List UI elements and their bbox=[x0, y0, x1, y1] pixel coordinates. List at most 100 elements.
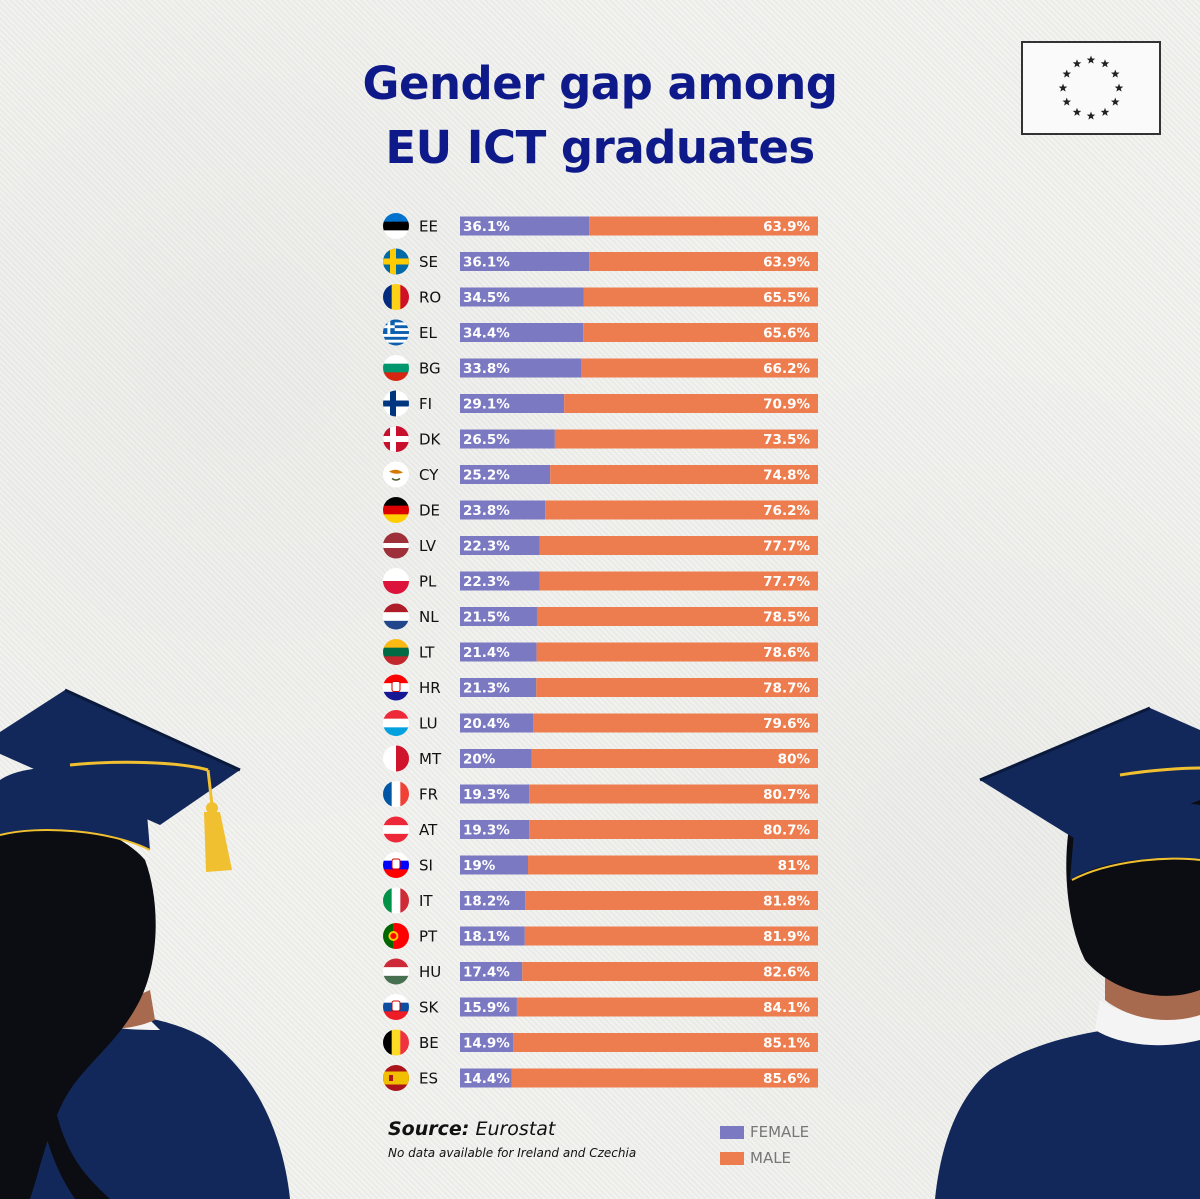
flag-lu-icon bbox=[383, 710, 409, 736]
bar-male-sk bbox=[516, 997, 818, 1017]
flag-dk-icon bbox=[383, 426, 409, 452]
bar-male-hu bbox=[522, 962, 818, 981]
bar-row-es: ES 14.4% 85.6% bbox=[383, 1065, 818, 1091]
label-female-cy: 25.2% bbox=[463, 468, 510, 484]
bar-female-lv bbox=[460, 536, 540, 555]
bar-male-lt bbox=[536, 642, 818, 662]
flag-hu-icon bbox=[383, 958, 409, 985]
label-male-mt: 80% bbox=[778, 752, 811, 768]
label-male-de: 76.2% bbox=[763, 503, 810, 519]
bar-male-el bbox=[583, 323, 818, 342]
bar-row-it: IT 18.2% 81.8% bbox=[383, 887, 818, 914]
eu-star-icon bbox=[1100, 107, 1110, 116]
label-male-fi: 70.9% bbox=[763, 397, 810, 413]
flag-pl-icon bbox=[383, 568, 409, 594]
country-code-at: AT bbox=[419, 821, 438, 839]
label-female-mt: 20% bbox=[463, 752, 496, 768]
flag-lv-icon bbox=[383, 532, 409, 559]
label-female-it: 18.2% bbox=[463, 894, 510, 910]
label-male-fr: 80.7% bbox=[763, 787, 810, 803]
country-code-lu: LU bbox=[419, 715, 438, 733]
bar-row-se: SE 36.1% 63.9% bbox=[383, 248, 818, 275]
label-male-sk: 84.1% bbox=[763, 1000, 810, 1016]
bar-male-pl bbox=[539, 571, 818, 591]
flag-ee-icon bbox=[383, 213, 409, 239]
label-female-lt: 21.4% bbox=[463, 645, 510, 661]
eu-stars-icon bbox=[1058, 55, 1124, 120]
bar-male-bg bbox=[581, 358, 818, 378]
eu-star-icon bbox=[1086, 55, 1096, 64]
bar-row-ee: EE 36.1% 63.9% bbox=[383, 213, 818, 239]
bar-male-dk bbox=[554, 429, 818, 449]
bar-female-at bbox=[460, 820, 530, 839]
legend-label-male: MALE bbox=[750, 1149, 792, 1167]
country-code-ro: RO bbox=[419, 289, 441, 307]
label-female-hr: 21.3% bbox=[463, 681, 510, 697]
eu-star-icon bbox=[1058, 83, 1068, 92]
label-male-el: 65.6% bbox=[763, 326, 810, 342]
legend-label-female: FEMALE bbox=[750, 1123, 810, 1141]
bar-female-el bbox=[460, 323, 584, 342]
bar-female-pt bbox=[460, 926, 525, 946]
flag-es-icon bbox=[383, 1065, 409, 1091]
bar-row-nl: NL 21.5% 78.5% bbox=[383, 603, 818, 630]
bar-female-bg bbox=[460, 358, 582, 378]
label-male-it: 81.8% bbox=[763, 894, 810, 910]
bar-row-el: EL 34.4% 65.6% bbox=[383, 319, 818, 346]
bar-male-mt bbox=[531, 749, 818, 768]
label-male-ro: 65.5% bbox=[763, 290, 810, 306]
bar-female-lu bbox=[460, 713, 534, 733]
bar-female-fr bbox=[460, 784, 530, 804]
bar-male-es bbox=[511, 1068, 818, 1088]
country-code-es: ES bbox=[419, 1070, 438, 1088]
flag-fr-icon bbox=[383, 781, 409, 807]
bar-female-pl bbox=[460, 571, 540, 591]
chart-title-line2: EU ICT graduates bbox=[385, 121, 815, 174]
bar-female-cy bbox=[460, 465, 551, 484]
label-male-dk: 73.5% bbox=[763, 432, 810, 448]
flag-bg-icon bbox=[383, 355, 409, 381]
bar-row-mt: MT 20% 80% bbox=[383, 745, 818, 772]
bar-female-mt bbox=[460, 749, 532, 768]
bar-female-ro bbox=[460, 287, 584, 307]
bar-female-se bbox=[460, 252, 590, 271]
bar-female-nl bbox=[460, 607, 537, 626]
flag-se-icon bbox=[383, 248, 409, 275]
bar-male-be bbox=[513, 1033, 818, 1052]
country-code-lv: LV bbox=[419, 537, 437, 555]
bar-male-lv bbox=[539, 536, 818, 555]
country-code-se: SE bbox=[419, 253, 438, 271]
source-label: Source: bbox=[388, 1118, 470, 1140]
label-female-se: 36.1% bbox=[463, 255, 510, 271]
eu-flag-logo bbox=[1021, 41, 1161, 135]
bar-female-it bbox=[460, 891, 526, 910]
label-female-ro: 34.5% bbox=[463, 290, 510, 306]
country-code-de: DE bbox=[419, 502, 440, 520]
label-male-hu: 82.6% bbox=[763, 965, 810, 981]
eu-star-icon bbox=[1100, 59, 1110, 68]
flag-be-icon bbox=[383, 1029, 409, 1056]
country-code-nl: NL bbox=[419, 608, 439, 626]
bar-row-lt: LT 21.4% 78.6% bbox=[383, 639, 818, 665]
bar-female-sk bbox=[460, 997, 517, 1017]
flag-it-icon bbox=[383, 887, 409, 914]
label-female-ee: 36.1% bbox=[463, 219, 510, 235]
country-code-hr: HR bbox=[419, 679, 441, 697]
bar-row-cy: CY 25.2% 74.8% bbox=[383, 461, 818, 488]
country-code-hu: HU bbox=[419, 963, 441, 981]
flag-mt-icon bbox=[383, 745, 409, 772]
label-male-nl: 78.5% bbox=[763, 610, 810, 626]
label-male-se: 63.9% bbox=[763, 255, 810, 271]
label-male-be: 85.1% bbox=[763, 1036, 810, 1052]
legend-swatch-female bbox=[720, 1125, 744, 1139]
bar-row-hu: HU 17.4% 82.6% bbox=[383, 958, 818, 985]
flag-cy-icon bbox=[383, 461, 409, 488]
flag-lt-icon bbox=[383, 639, 409, 665]
eu-star-icon bbox=[1072, 107, 1082, 116]
bar-row-sk: SK 15.9% 84.1% bbox=[383, 994, 818, 1020]
label-male-ee: 63.9% bbox=[763, 219, 810, 235]
country-code-be: BE bbox=[419, 1034, 439, 1052]
bar-female-lt bbox=[460, 642, 537, 662]
country-code-sk: SK bbox=[419, 999, 440, 1017]
label-female-pl: 22.3% bbox=[463, 574, 510, 590]
